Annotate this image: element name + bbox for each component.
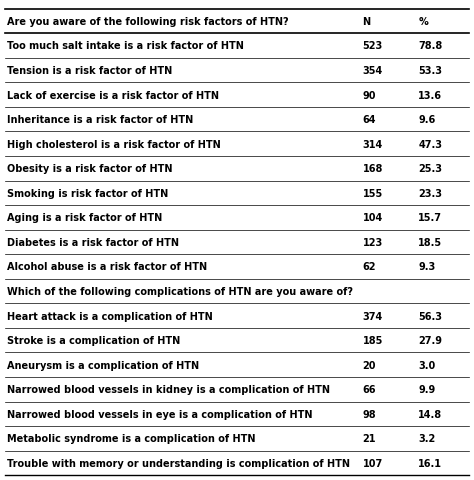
Text: 90: 90: [363, 90, 376, 100]
Text: 64: 64: [363, 115, 376, 125]
Text: Lack of exercise is a risk factor of HTN: Lack of exercise is a risk factor of HTN: [7, 90, 219, 100]
Text: Heart attack is a complication of HTN: Heart attack is a complication of HTN: [7, 311, 213, 321]
Text: 314: 314: [363, 139, 383, 149]
Text: 18.5: 18.5: [418, 238, 442, 247]
Text: Trouble with memory or understanding is complication of HTN: Trouble with memory or understanding is …: [7, 458, 350, 468]
Text: N: N: [363, 17, 371, 27]
Text: 14.8: 14.8: [418, 409, 442, 419]
Text: 104: 104: [363, 213, 383, 223]
Text: Are you aware of the following risk factors of HTN?: Are you aware of the following risk fact…: [7, 17, 289, 27]
Text: 9.9: 9.9: [418, 384, 436, 395]
Text: 523: 523: [363, 41, 383, 51]
Text: 374: 374: [363, 311, 383, 321]
Text: Metabolic syndrome is a complication of HTN: Metabolic syndrome is a complication of …: [7, 433, 255, 444]
Text: 20: 20: [363, 360, 376, 370]
Text: 168: 168: [363, 164, 383, 174]
Text: Aneurysm is a complication of HTN: Aneurysm is a complication of HTN: [7, 360, 199, 370]
Text: Too much salt intake is a risk factor of HTN: Too much salt intake is a risk factor of…: [7, 41, 244, 51]
Text: %: %: [418, 17, 428, 27]
Text: Narrowed blood vessels in eye is a complication of HTN: Narrowed blood vessels in eye is a compl…: [7, 409, 313, 419]
Text: 25.3: 25.3: [418, 164, 442, 174]
Text: 78.8: 78.8: [418, 41, 443, 51]
Text: 23.3: 23.3: [418, 188, 442, 198]
Text: 62: 62: [363, 262, 376, 272]
Text: 9.6: 9.6: [418, 115, 436, 125]
Text: 47.3: 47.3: [418, 139, 442, 149]
Text: Stroke is a complication of HTN: Stroke is a complication of HTN: [7, 336, 181, 346]
Text: 107: 107: [363, 458, 383, 468]
Text: High cholesterol is a risk factor of HTN: High cholesterol is a risk factor of HTN: [7, 139, 221, 149]
Text: 56.3: 56.3: [418, 311, 442, 321]
Text: 3.2: 3.2: [418, 433, 436, 444]
Text: 123: 123: [363, 238, 383, 247]
Text: Obesity is a risk factor of HTN: Obesity is a risk factor of HTN: [7, 164, 173, 174]
Text: Inheritance is a risk factor of HTN: Inheritance is a risk factor of HTN: [7, 115, 193, 125]
Text: 354: 354: [363, 66, 383, 76]
Text: 155: 155: [363, 188, 383, 198]
Text: 98: 98: [363, 409, 376, 419]
Text: 13.6: 13.6: [418, 90, 442, 100]
Text: Tension is a risk factor of HTN: Tension is a risk factor of HTN: [7, 66, 173, 76]
Text: Diabetes is a risk factor of HTN: Diabetes is a risk factor of HTN: [7, 238, 179, 247]
Text: 15.7: 15.7: [418, 213, 442, 223]
Text: 53.3: 53.3: [418, 66, 442, 76]
Text: Aging is a risk factor of HTN: Aging is a risk factor of HTN: [7, 213, 163, 223]
Text: Narrowed blood vessels in kidney is a complication of HTN: Narrowed blood vessels in kidney is a co…: [7, 384, 330, 395]
Text: Alcohol abuse is a risk factor of HTN: Alcohol abuse is a risk factor of HTN: [7, 262, 207, 272]
Text: 9.3: 9.3: [418, 262, 436, 272]
Text: 3.0: 3.0: [418, 360, 436, 370]
Text: 21: 21: [363, 433, 376, 444]
Text: Smoking is risk factor of HTN: Smoking is risk factor of HTN: [7, 188, 168, 198]
Text: 27.9: 27.9: [418, 336, 442, 346]
Text: 66: 66: [363, 384, 376, 395]
Text: 16.1: 16.1: [418, 458, 442, 468]
Text: Which of the following complications of HTN are you aware of?: Which of the following complications of …: [7, 287, 353, 297]
Text: 185: 185: [363, 336, 383, 346]
